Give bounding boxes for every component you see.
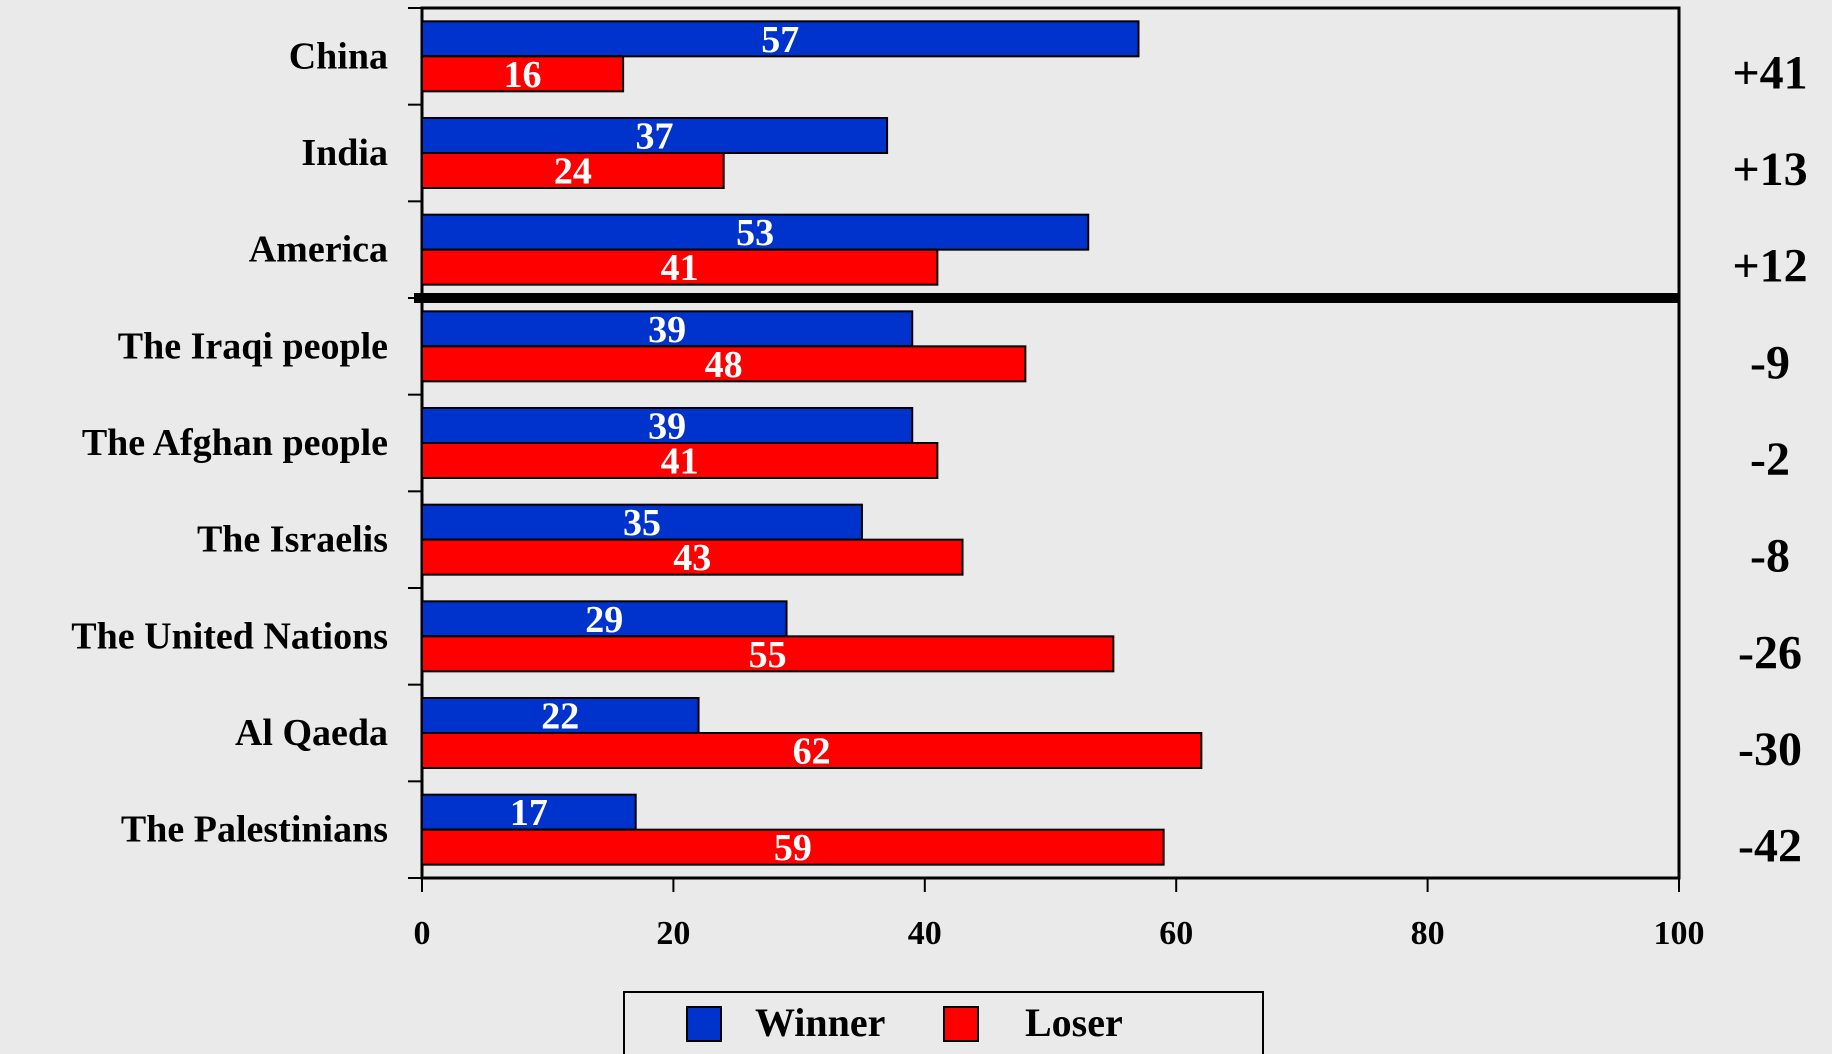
x-tick-label-60: 60 bbox=[1159, 915, 1193, 952]
category-label-america: America bbox=[249, 229, 388, 271]
x-tick-label-80: 80 bbox=[1411, 915, 1445, 952]
value-label-winner-the-iraqi-people: 39 bbox=[648, 309, 686, 351]
bar-winner-al-qaeda bbox=[421, 697, 700, 734]
bar-loser-the-israelis bbox=[421, 538, 964, 576]
category-label-the-iraqi-people: The Iraqi people bbox=[118, 325, 388, 367]
category-label-al-qaeda: Al Qaeda bbox=[235, 712, 388, 754]
value-label-winner-al-qaeda: 22 bbox=[541, 696, 579, 738]
value-label-winner-the-israelis: 35 bbox=[623, 502, 661, 544]
bar-loser-india bbox=[421, 152, 725, 189]
difference-label-al-qaeda: -30 bbox=[1738, 723, 1802, 776]
difference-label-the-united-nations: -26 bbox=[1738, 626, 1802, 679]
legend-label-loser: Loser bbox=[1025, 1000, 1123, 1045]
value-label-loser-america: 41 bbox=[661, 247, 699, 289]
bar-winner-the-united-nations bbox=[421, 600, 788, 638]
value-label-loser-the-palestinians: 59 bbox=[774, 827, 812, 869]
category-label-the-palestinians: The Palestinians bbox=[121, 809, 388, 851]
value-label-winner-america: 53 bbox=[736, 212, 774, 254]
value-label-loser-al-qaeda: 62 bbox=[793, 731, 831, 773]
difference-labels: +41 +13 +12 -9 -2 -8 -26 -30 -42 bbox=[1732, 46, 1807, 872]
value-label-loser-china: 16 bbox=[504, 54, 542, 96]
value-label-loser-india: 24 bbox=[554, 151, 592, 193]
bar-loser-china bbox=[421, 55, 625, 93]
value-label-winner-the-afghan-people: 39 bbox=[648, 406, 686, 448]
value-label-loser-the-afghan-people: 41 bbox=[661, 441, 699, 483]
value-label-loser-the-israelis: 43 bbox=[673, 537, 711, 579]
x-tick-label-0: 0 bbox=[414, 915, 431, 952]
difference-label-the-israelis: -8 bbox=[1750, 530, 1790, 583]
x-axis: 0 20 40 60 80 100 bbox=[408, 7, 1705, 952]
difference-label-china: +41 bbox=[1732, 46, 1807, 99]
category-label-the-united-nations: The United Nations bbox=[71, 615, 388, 657]
bar-loser-the-afghan-people bbox=[421, 442, 939, 479]
bar-loser-al-qaeda bbox=[421, 732, 1203, 769]
legend-swatch-winner bbox=[686, 1006, 722, 1042]
category-labels: China India America The Iraqi people The Afg… bbox=[71, 35, 388, 850]
value-label-winner-the-palestinians: 17 bbox=[510, 792, 548, 834]
bar-winner-china bbox=[421, 20, 1140, 58]
difference-label-the-afghan-people: -2 bbox=[1750, 433, 1790, 486]
category-label-the-israelis: The Israelis bbox=[197, 519, 388, 561]
bar-loser-the-palestinians bbox=[421, 828, 1165, 866]
category-label-india: India bbox=[301, 132, 388, 174]
category-label-china: China bbox=[289, 35, 388, 77]
bar-loser-the-iraqi-people bbox=[421, 345, 1027, 383]
value-label-winner-china: 57 bbox=[761, 19, 799, 61]
legend-label-winner: Winner bbox=[755, 1000, 885, 1045]
bar-loser-the-united-nations bbox=[421, 635, 1115, 673]
legend: Winner Loser bbox=[623, 991, 1264, 1054]
x-tick-label-40: 40 bbox=[908, 915, 942, 952]
bar-winner-the-iraqi-people bbox=[421, 310, 914, 348]
bar-winner-the-israelis bbox=[421, 503, 863, 541]
category-label-the-afghan-people: The Afghan people bbox=[82, 422, 388, 464]
value-label-loser-the-united-nations: 55 bbox=[749, 634, 787, 676]
x-tick-label-20: 20 bbox=[656, 915, 690, 952]
bar-loser-america bbox=[421, 248, 939, 286]
bar-winner-the-afghan-people bbox=[421, 407, 914, 444]
difference-label-america: +12 bbox=[1732, 240, 1807, 293]
value-label-winner-the-united-nations: 29 bbox=[585, 599, 623, 641]
value-label-loser-the-iraqi-people: 48 bbox=[705, 344, 743, 386]
value-label-winner-india: 37 bbox=[636, 116, 674, 158]
difference-label-the-iraqi-people: -9 bbox=[1750, 336, 1790, 389]
x-tick-label-100: 100 bbox=[1654, 915, 1705, 952]
difference-label-india: +13 bbox=[1732, 143, 1807, 196]
legend-swatch-loser bbox=[943, 1006, 979, 1042]
difference-label-the-palestinians: -42 bbox=[1738, 820, 1802, 873]
